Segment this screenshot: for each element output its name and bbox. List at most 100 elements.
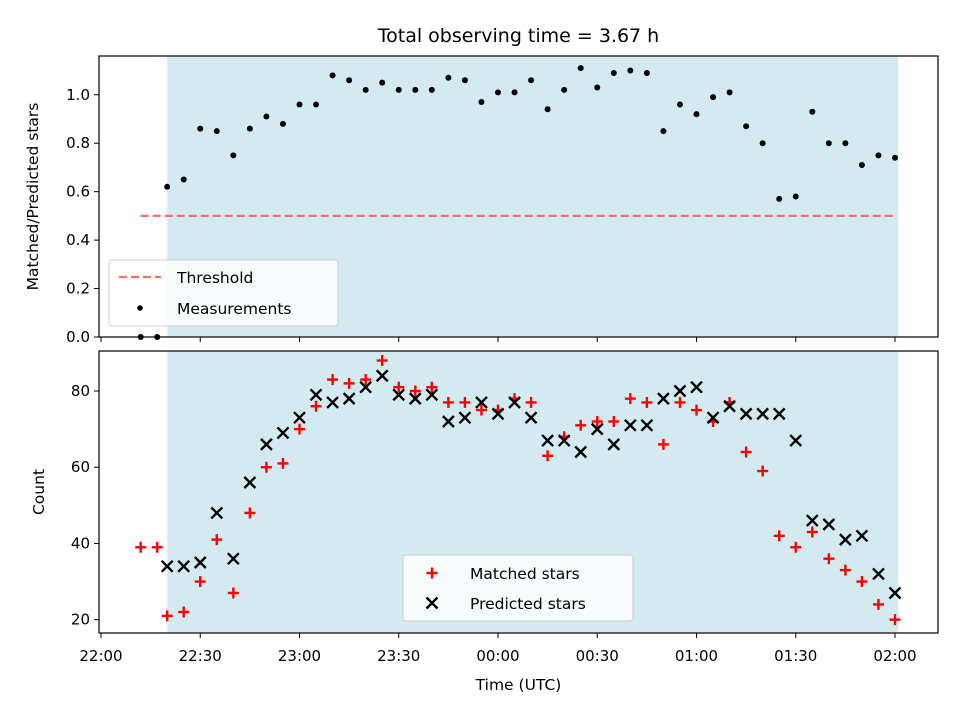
measurement-point [594, 84, 601, 91]
matched-star-point [773, 530, 785, 542]
matched-star-point [806, 526, 818, 538]
y-tick-label: 40 [71, 534, 90, 552]
matched-star-point [459, 396, 471, 408]
measurement-point [809, 108, 816, 115]
predicted-star-point [160, 559, 174, 573]
matched-star-point [393, 381, 405, 393]
measurement-point [246, 125, 253, 132]
measurement-point [213, 128, 220, 135]
matched-star-point [244, 507, 256, 519]
matched-star-point [376, 355, 388, 367]
x-axis-ticks [100, 337, 896, 342]
matched-star-point [409, 385, 421, 397]
y-tick-label: 0.8 [66, 134, 90, 152]
predicted-star-point [226, 552, 240, 566]
matched-star-point [211, 534, 223, 546]
predicted-star-point [491, 407, 505, 421]
matched-star-point [823, 553, 835, 565]
y-tick-label: 0.6 [66, 183, 90, 201]
y-tick-label: 20 [71, 611, 90, 629]
legend: Matched stars Predicted stars [402, 554, 634, 622]
measurement-point [461, 77, 468, 84]
predicted-star-point [508, 396, 521, 409]
predicted-star-point [739, 407, 753, 421]
predicted-stars-series [160, 369, 902, 600]
measurements-series [137, 65, 898, 340]
matched-star-point [740, 446, 752, 458]
predicted-star-point [193, 556, 207, 569]
matched-star-point [872, 598, 884, 610]
predicted-star-point [326, 396, 339, 409]
predicted-star-point [657, 392, 670, 405]
measurement-point [743, 123, 750, 130]
x-tick-label: 23:00 [278, 647, 321, 665]
chart-title: Total observing time = 3.67 h [377, 25, 659, 47]
matched-star-point [591, 416, 603, 427]
predicted-star-point [706, 411, 720, 425]
matched-star-point [260, 461, 272, 473]
measurement-point [395, 86, 402, 93]
predicted-star-point [557, 434, 571, 447]
y-tick-label: 0.2 [66, 280, 90, 298]
measurement-point [164, 183, 171, 190]
matched-star-point [161, 610, 173, 622]
predicted-star-point [623, 418, 637, 432]
matched-star-point [525, 396, 537, 408]
predicted-star-point [392, 388, 406, 402]
predicted-star-point [524, 411, 538, 425]
measurement-point [362, 86, 369, 93]
x-tick-label: 00:00 [476, 647, 519, 665]
predicted-star-point [805, 514, 819, 527]
predicted-star-point [673, 384, 687, 398]
y-tick-label: 1.0 [66, 86, 90, 104]
matched-star-point [227, 587, 239, 599]
matched-star-point [178, 606, 190, 618]
legend: Threshold Measurements [108, 259, 339, 327]
matched-star-point [343, 377, 355, 389]
matched-star-point [641, 396, 653, 408]
matched-star-point [889, 614, 901, 626]
predicted-star-point [541, 434, 554, 447]
measurement-point [279, 120, 286, 127]
y-tick-label: 0.0 [66, 328, 90, 346]
measurement-point [379, 79, 386, 86]
measurement-point [263, 113, 270, 120]
measurement-point [825, 140, 832, 147]
measurement-point [776, 195, 783, 202]
predicted-star-point [276, 426, 290, 440]
legend-threshold-label: Threshold [176, 269, 253, 287]
measurement-point [313, 101, 320, 108]
legend-box [108, 259, 339, 327]
x-tick-label: 00:30 [576, 647, 619, 665]
matched-star-point [856, 576, 868, 588]
plot-frame [98, 350, 939, 634]
predicted-star-point [756, 407, 770, 421]
predicted-star-point [359, 380, 373, 394]
x-tick-label: 22:30 [179, 647, 222, 665]
matched-star-point [608, 416, 620, 427]
matched-star-point [327, 374, 339, 386]
legend-plus-marker [426, 567, 438, 579]
measurement-point [197, 125, 204, 132]
measurement-point [627, 67, 634, 74]
matched-star-point [542, 450, 554, 462]
predicted-star-point [425, 388, 439, 402]
matched-star-point [575, 419, 587, 431]
matched-star-point [624, 393, 636, 405]
plot-frame [98, 55, 939, 338]
measurement-point [710, 94, 717, 101]
y-tick-label: 0.4 [66, 231, 90, 249]
predicted-star-point [690, 380, 703, 394]
matched-star-point [360, 374, 372, 386]
x-tick-label: 23:30 [377, 647, 420, 665]
legend-measurements-label: Measurements [177, 300, 292, 318]
matched-star-point [151, 541, 163, 553]
y-axis-label: Matched/Predicted stars [24, 103, 42, 291]
measurement-point [230, 152, 237, 159]
predicted-star-point [839, 533, 852, 546]
legend-matched-swatch [426, 567, 438, 579]
matched-star-point [674, 396, 686, 408]
predicted-star-point [177, 559, 191, 573]
matched-star-point [426, 381, 438, 393]
legend-measurements-swatch [137, 305, 143, 311]
